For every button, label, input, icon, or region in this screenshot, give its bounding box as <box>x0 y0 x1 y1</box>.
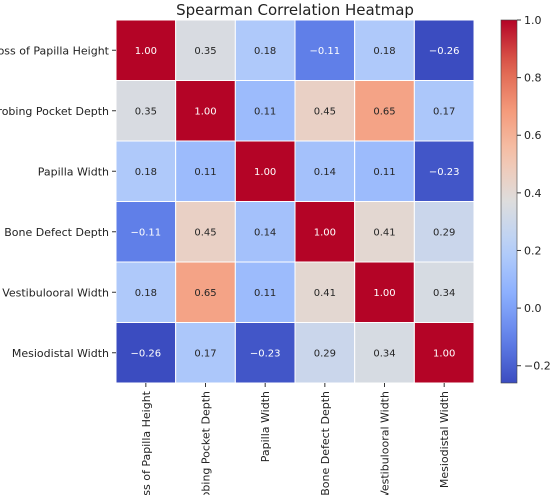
cell-value-label: −0.26 <box>131 348 162 359</box>
cell-value-label: 0.41 <box>373 227 395 238</box>
cell-value-label: 0.11 <box>254 288 276 299</box>
row-labels: Loss of Papilla Height Probing Pocket Dep… <box>0 44 116 360</box>
cell-value-label: 0.41 <box>314 288 336 299</box>
cell-value-label: 0.14 <box>314 167 336 178</box>
cell-value-label: 0.65 <box>373 106 395 117</box>
cell-value-label: 1.00 <box>314 227 336 238</box>
colorbar-tick-label: 0.0 <box>524 302 542 315</box>
cell-value-label: 0.29 <box>433 227 455 238</box>
row-label: Mesiodistal Width <box>12 347 109 360</box>
heatmap-cell <box>234 140 296 202</box>
cell-value-label: 1.00 <box>254 167 276 178</box>
heatmap-cell <box>175 322 236 384</box>
cell-value-label: 1.00 <box>373 288 395 299</box>
cell-value-label: 0.18 <box>373 46 395 57</box>
column-label: Mesiodistal Width <box>438 391 451 488</box>
cell-value-label: 0.35 <box>135 106 157 117</box>
cell-value-label: 1.00 <box>433 348 455 359</box>
column-label: Vestibulooral Width <box>379 391 392 495</box>
colorbar-tick-label: −0.2 <box>524 360 550 373</box>
cell-value-label: −0.26 <box>429 46 460 57</box>
cell-value-label: 0.11 <box>373 167 395 178</box>
heatmap-cell <box>294 201 356 263</box>
cell-value-label: −0.11 <box>310 46 341 57</box>
cell-value-label: 0.11 <box>254 106 276 117</box>
cell-value-label: 0.17 <box>194 348 216 359</box>
heatmap-cell <box>354 80 415 142</box>
heatmap-cell <box>413 80 475 142</box>
row-label: Vestibulooral Width <box>2 286 109 299</box>
heatmap-cell <box>413 322 475 384</box>
heatmap-cell <box>294 261 356 323</box>
colorbar: −0.2 0.0 0.2 0.4 0.6 0.8 1.0 <box>500 14 550 384</box>
heatmap-cell <box>175 140 236 202</box>
heatmap-cell <box>115 80 177 142</box>
colorbar-tick-label: 0.8 <box>524 72 542 85</box>
column-label: Papilla Width <box>259 391 272 462</box>
column-label: Probing Pocket Depth <box>200 391 213 495</box>
heatmap-cell <box>115 140 177 202</box>
column-label: Bone Defect Depth <box>319 391 332 495</box>
cell-value-label: 0.45 <box>194 227 216 238</box>
cell-value-label: 0.65 <box>194 288 216 299</box>
cell-value-label: 0.17 <box>433 106 455 117</box>
heatmap-cell <box>413 201 475 263</box>
heatmap-cell <box>115 261 177 323</box>
cell-value-label: 1.00 <box>135 46 157 57</box>
cell-value-label: 0.35 <box>194 46 216 57</box>
row-label: Loss of Papilla Height <box>0 44 110 57</box>
colorbar-tick-label: 0.2 <box>524 244 542 257</box>
cell-value-label: 0.18 <box>254 46 276 57</box>
heatmap-cell <box>234 261 296 323</box>
heatmap-cell <box>354 261 415 323</box>
heatmap-cell <box>175 80 236 142</box>
chart-title: Spearman Correlation Heatmap <box>176 1 414 19</box>
cell-value-label: −0.23 <box>429 167 460 178</box>
cell-value-label: 0.18 <box>135 167 157 178</box>
row-label: Bone Defect Depth <box>4 226 109 239</box>
cell-value-label: 0.18 <box>135 288 157 299</box>
cell-value-label: 0.29 <box>314 348 336 359</box>
row-label: Papilla Width <box>38 165 109 178</box>
heatmap-cell <box>413 140 475 202</box>
cell-value-label: −0.11 <box>131 227 162 238</box>
heatmap-cell <box>115 322 177 384</box>
cell-value-label: 0.34 <box>373 348 395 359</box>
cell-value-label: 0.45 <box>314 106 336 117</box>
heatmap-cell <box>294 322 356 384</box>
cell-value-label: 0.11 <box>194 167 216 178</box>
heatmap-cell <box>413 19 475 81</box>
cell-value-label: 0.34 <box>433 288 455 299</box>
column-labels: Loss of Papilla Height Probing Pocket Dep… <box>140 383 451 500</box>
heatmap-cells: 1.00 0.35 0.18 −0.11 0.18 −0.26 0.35 1.00 0.11 0.… <box>115 19 475 384</box>
colorbar-tick-label: 0.6 <box>524 129 542 142</box>
column-label: Loss of Papilla Height <box>140 390 153 495</box>
row-label: Probing Pocket Depth <box>0 105 109 118</box>
cell-value-label: −0.23 <box>250 348 281 359</box>
colorbar-tick-label: 1.0 <box>524 14 542 27</box>
heatmap-cell <box>115 201 177 263</box>
cell-value-label: 1.00 <box>194 106 216 117</box>
heatmap-cell <box>354 19 415 81</box>
heatmap-cell <box>234 322 296 384</box>
colorbar-gradient <box>500 19 518 384</box>
colorbar-tick-label: 0.4 <box>524 187 542 200</box>
heatmap-cell <box>234 80 296 142</box>
cell-value-label: 0.14 <box>254 227 276 238</box>
